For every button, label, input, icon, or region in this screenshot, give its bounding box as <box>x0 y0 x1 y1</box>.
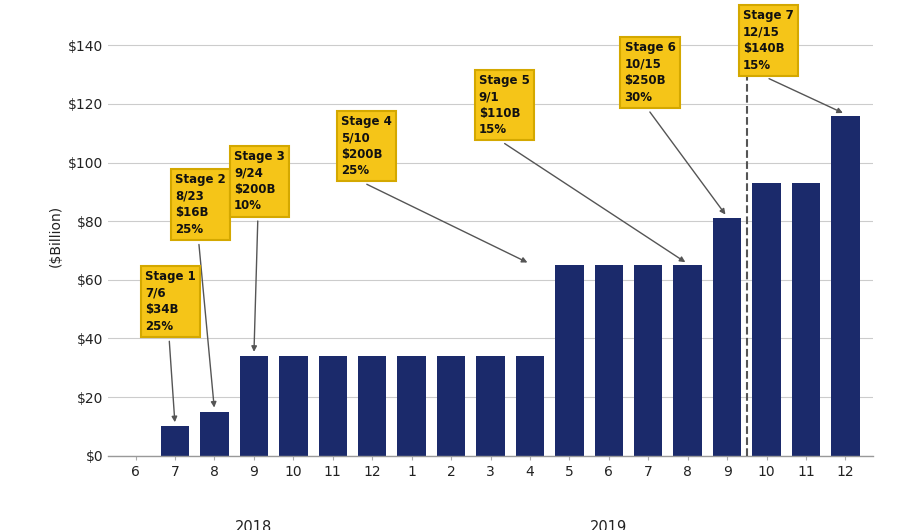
Bar <box>436 356 465 456</box>
Text: Stage 2
8/23
$16B
25%: Stage 2 8/23 $16B 25% <box>175 173 226 236</box>
Text: Stage 4
5/10
$200B
25%: Stage 4 5/10 $200B 25% <box>341 114 392 177</box>
Bar <box>752 183 780 456</box>
Bar <box>634 265 662 456</box>
Bar <box>398 356 426 456</box>
Bar <box>713 218 742 456</box>
Bar <box>476 356 505 456</box>
Bar <box>792 183 820 456</box>
Bar <box>279 356 308 456</box>
Text: Stage 6
10/15
$250B
30%: Stage 6 10/15 $250B 30% <box>625 41 675 104</box>
Bar <box>358 356 386 456</box>
Bar <box>239 356 268 456</box>
Text: 2018: 2018 <box>235 520 273 530</box>
Bar <box>832 116 860 456</box>
Text: Stage 1
7/6
$34B
25%: Stage 1 7/6 $34B 25% <box>146 270 196 333</box>
Text: Stage 3
9/24
$200B
10%: Stage 3 9/24 $200B 10% <box>234 150 285 213</box>
Bar <box>161 427 189 456</box>
Bar <box>555 265 583 456</box>
Y-axis label: ($Billion): ($Billion) <box>49 205 62 267</box>
Bar <box>595 265 623 456</box>
Bar <box>201 412 229 456</box>
Bar <box>673 265 702 456</box>
Text: Stage 7
12/15
$140B
15%: Stage 7 12/15 $140B 15% <box>742 9 794 72</box>
Text: 2019: 2019 <box>590 520 627 530</box>
Bar <box>319 356 347 456</box>
Bar <box>516 356 544 456</box>
Text: Stage 5
9/1
$110B
15%: Stage 5 9/1 $110B 15% <box>479 74 529 136</box>
